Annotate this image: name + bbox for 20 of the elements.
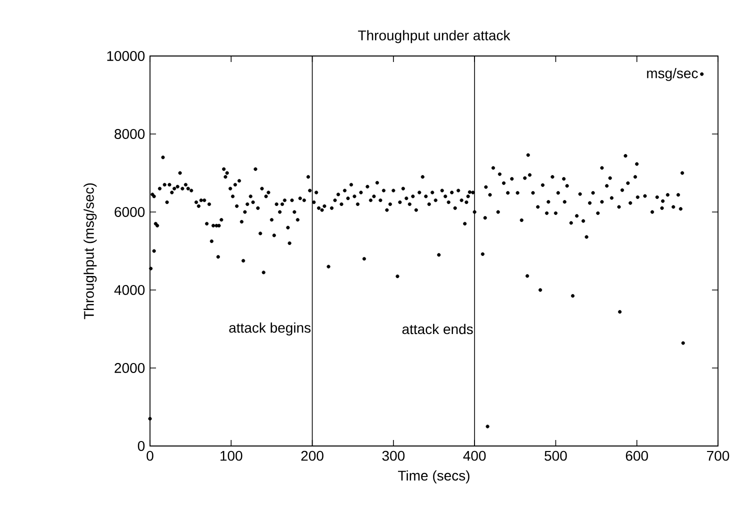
x-axis-title: Time (secs)	[398, 470, 470, 484]
x-tick-label: 600	[626, 450, 648, 461]
annotation: attack ends	[402, 324, 473, 334]
y-tick-label: 4000	[114, 285, 145, 295]
legend-label: msg/sec	[647, 68, 698, 82]
y-tick-label: 8000	[114, 129, 145, 139]
x-tick-label: 0	[146, 450, 154, 461]
x-tick-label: 100	[220, 450, 242, 461]
x-tick-label: 200	[301, 450, 324, 461]
annotation: attack begins	[229, 322, 311, 336]
x-tick-label: 500	[544, 450, 567, 461]
x-tick-label: 700	[707, 450, 730, 461]
y-tick-label: 10000	[107, 51, 145, 61]
y-tick-label: 6000	[114, 207, 145, 217]
x-tick-label: 400	[463, 450, 486, 461]
y-axis-title: Throughput (msg/sec)	[84, 183, 97, 320]
y-tick-label: 0	[138, 441, 145, 451]
x-tick-label: 300	[382, 450, 405, 461]
y-tick-label: 2000	[114, 363, 145, 373]
chart-title: Throughput under attack	[358, 30, 510, 44]
